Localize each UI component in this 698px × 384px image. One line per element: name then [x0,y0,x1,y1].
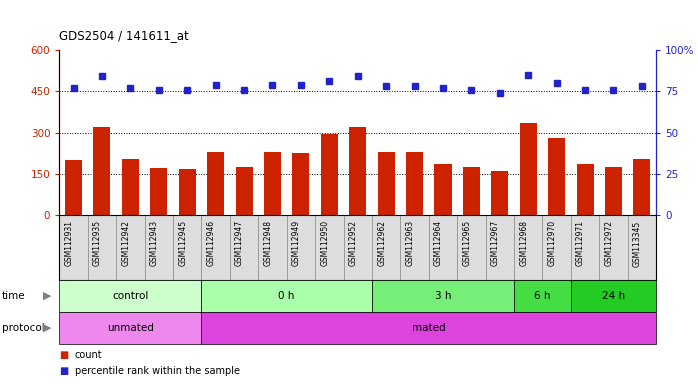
Bar [150,168,168,215]
Text: GSM112931: GSM112931 [64,220,73,266]
Text: GSM113345: GSM113345 [633,220,642,266]
Text: GSM112968: GSM112968 [519,220,528,266]
Bar [179,169,195,215]
Bar [65,160,82,215]
Text: GSM112947: GSM112947 [235,220,244,266]
Text: GSM112949: GSM112949 [292,220,301,266]
Text: GSM112971: GSM112971 [576,220,585,266]
Text: GSM112935: GSM112935 [93,220,102,266]
Bar [94,127,110,215]
Text: GSM112942: GSM112942 [121,220,131,266]
Text: GSM112970: GSM112970 [548,220,557,266]
Bar [207,152,224,215]
Bar [491,171,508,215]
Text: GSM112965: GSM112965 [462,220,471,266]
Text: percentile rank within the sample: percentile rank within the sample [75,366,239,376]
Text: 6 h: 6 h [534,291,551,301]
Text: unmated: unmated [107,323,154,333]
Bar [406,152,423,215]
Text: count: count [75,351,103,361]
Text: GSM112950: GSM112950 [320,220,329,266]
Text: GSM112962: GSM112962 [377,220,386,266]
Bar [633,159,651,215]
Text: control: control [112,291,149,301]
Text: 3 h: 3 h [435,291,451,301]
Bar [122,159,139,215]
Text: GSM112952: GSM112952 [349,220,357,266]
Text: ■: ■ [59,351,68,361]
Text: GSM112943: GSM112943 [150,220,158,266]
Text: GDS2504 / 141611_at: GDS2504 / 141611_at [59,30,189,42]
Bar [321,134,338,215]
Bar [264,152,281,215]
Text: time: time [2,291,26,301]
Bar [378,152,394,215]
Bar [235,167,253,215]
Text: GSM112948: GSM112948 [263,220,272,266]
Text: GSM112945: GSM112945 [178,220,187,266]
Bar [434,164,452,215]
Text: GSM112964: GSM112964 [434,220,443,266]
Text: GSM112972: GSM112972 [604,220,614,266]
Text: GSM112963: GSM112963 [406,220,415,266]
Text: 0 h: 0 h [279,291,295,301]
Bar [520,123,537,215]
Bar [577,164,593,215]
Bar [605,167,622,215]
Text: ▶: ▶ [43,323,51,333]
Bar [548,138,565,215]
Text: ▶: ▶ [43,291,51,301]
Text: ■: ■ [59,366,68,376]
Text: 24 h: 24 h [602,291,625,301]
Text: GSM112946: GSM112946 [207,220,216,266]
Text: GSM112967: GSM112967 [491,220,500,266]
Bar [463,167,480,215]
Text: mated: mated [412,323,445,333]
Bar [349,127,366,215]
Text: protocol: protocol [2,323,45,333]
Bar [292,153,309,215]
